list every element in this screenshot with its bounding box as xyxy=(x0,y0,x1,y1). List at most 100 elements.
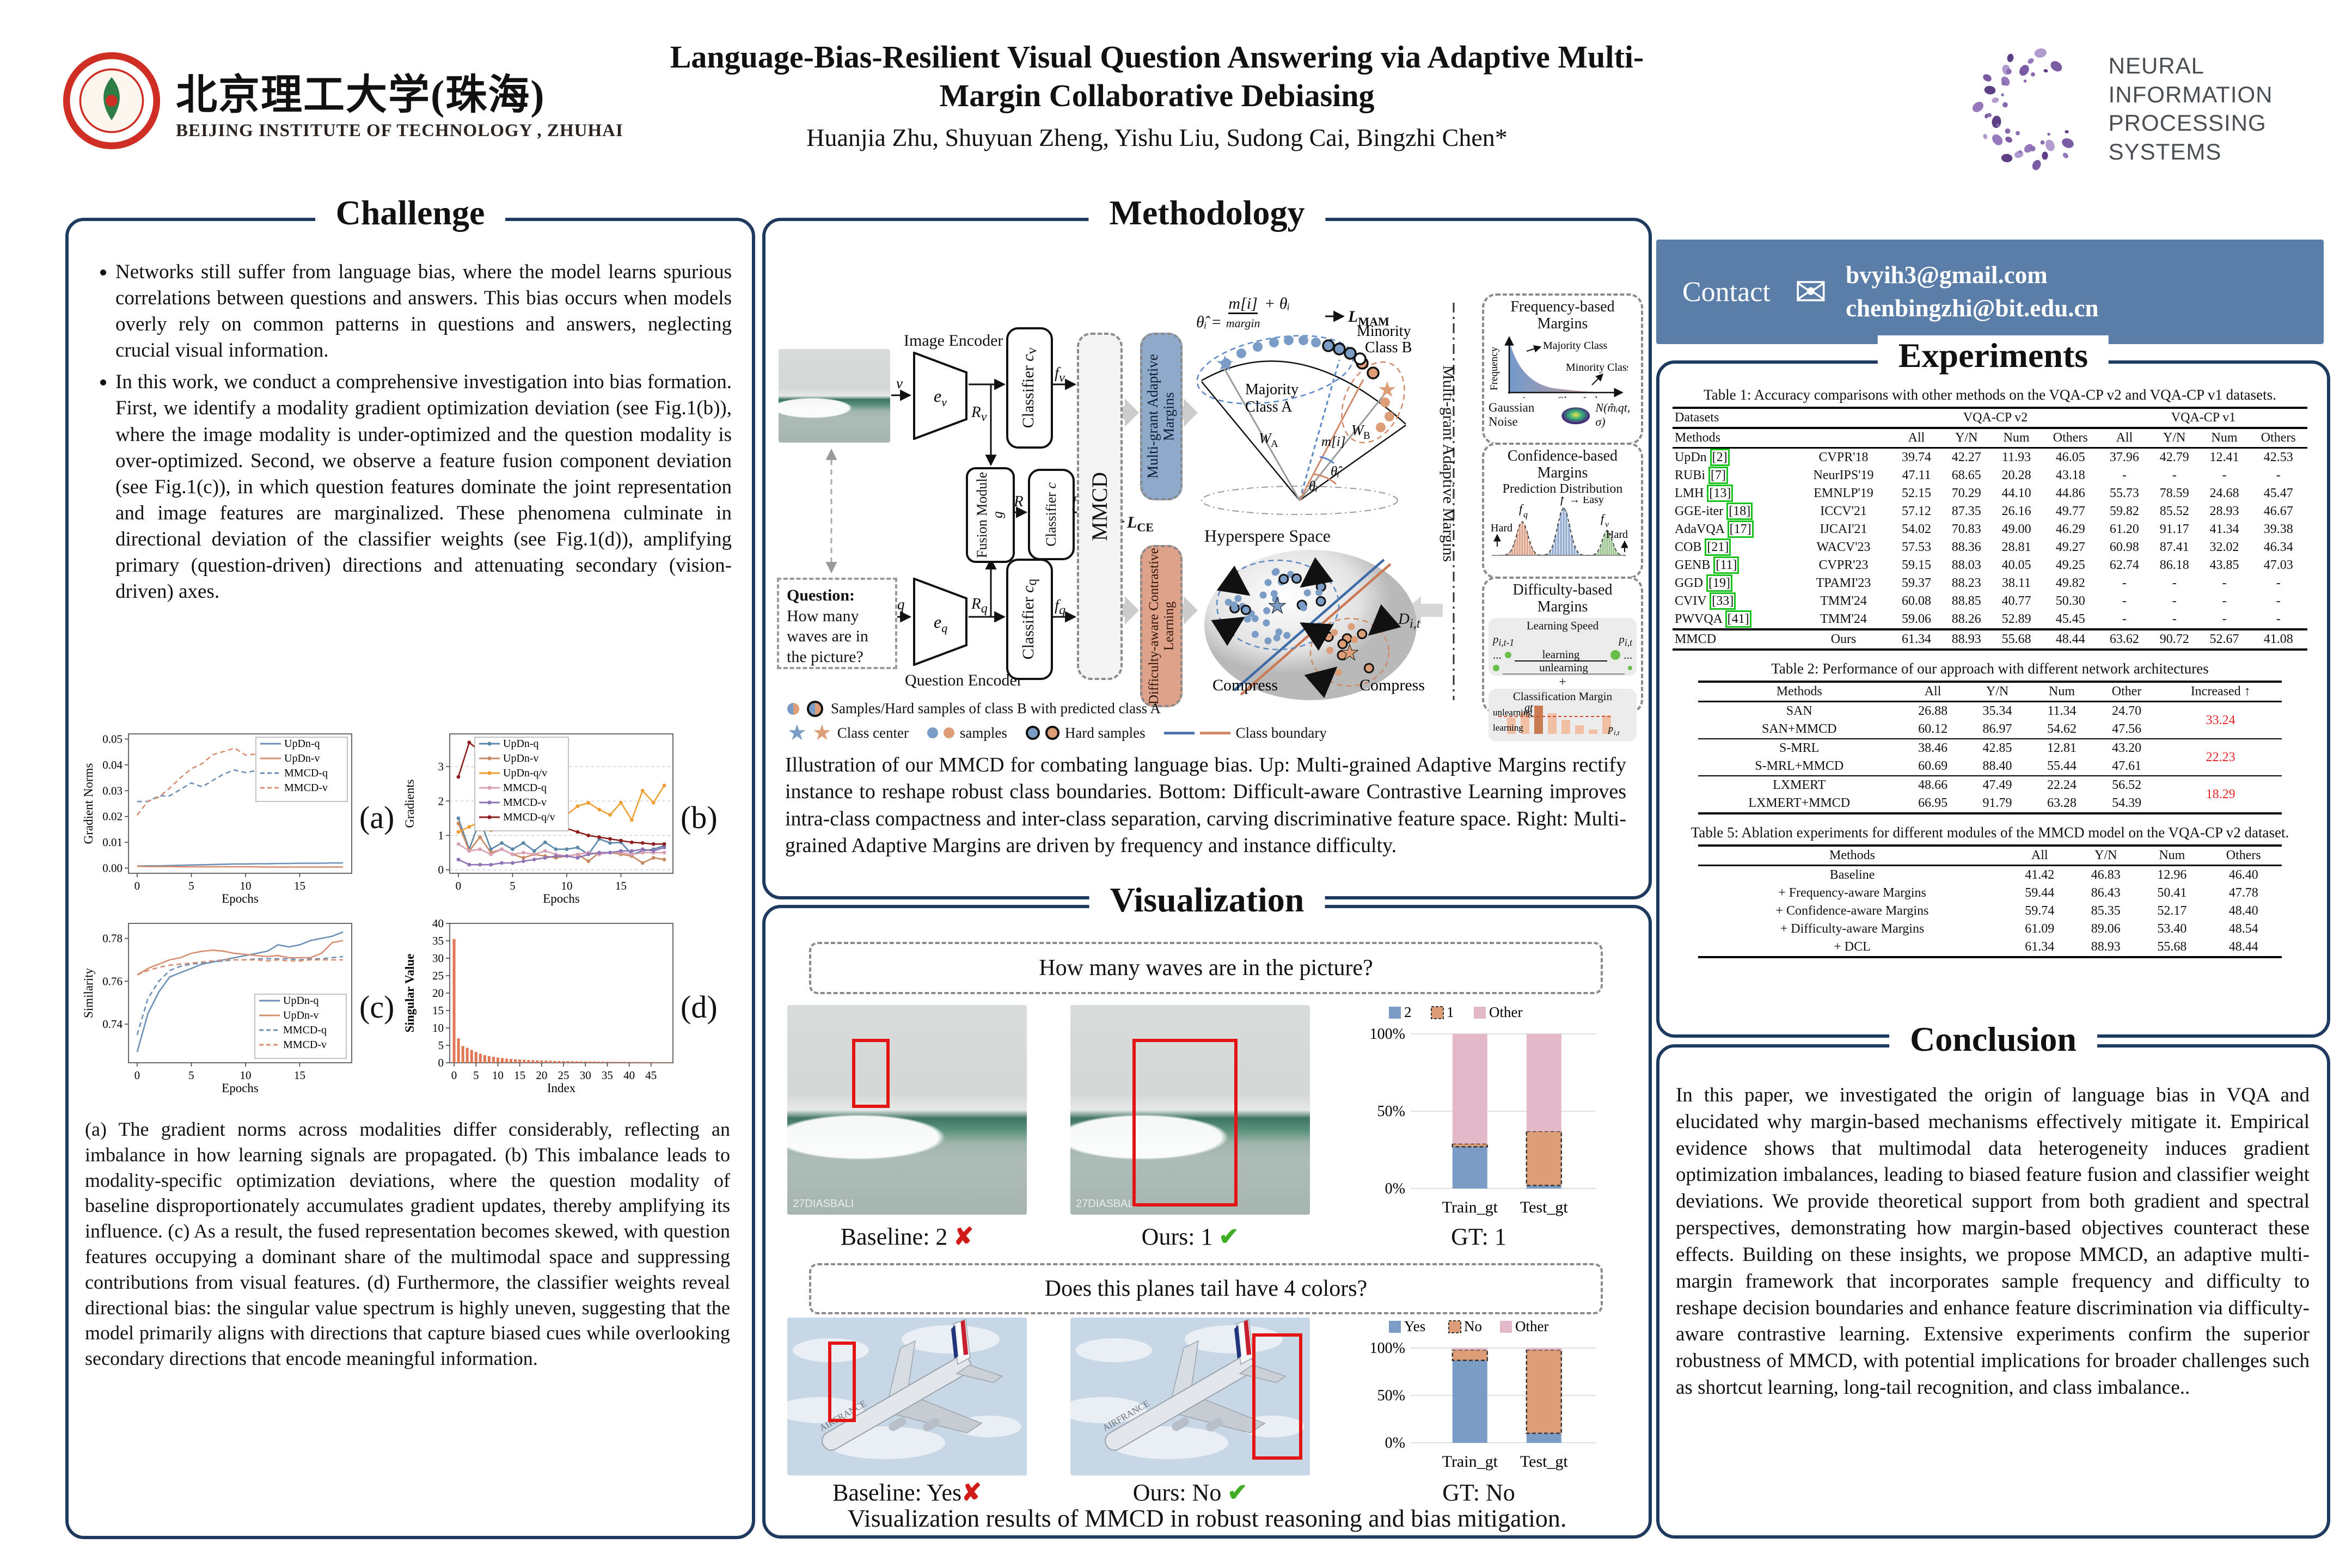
table-cell: All xyxy=(2006,846,2073,866)
panel-label-a: (a) xyxy=(359,799,395,835)
table-row: GGD [19] TPAMI'23 59.37 88.23 38.11 49.82 - - - - xyxy=(1673,574,2307,592)
divider-label: Multi-grant Adaptive Margins xyxy=(1440,365,1457,562)
mmcd-box: MMCD xyxy=(1077,333,1123,680)
table-cell: 49.77 xyxy=(2055,504,2085,518)
svg-text:50%: 50% xyxy=(1377,1103,1405,1120)
table-cell: 86.97 xyxy=(1982,722,2012,736)
table-row: LXMERT+MMCD 66.95 91.79 63.28 54.39 xyxy=(1698,794,2282,813)
svg-text:learning: learning xyxy=(1493,722,1523,733)
table-cell: 86.18 xyxy=(2159,558,2189,572)
table-cell: AdaVQA [17] xyxy=(1673,520,1796,538)
svg-text:★: ★ xyxy=(1215,351,1235,376)
table-cell: 88.93 xyxy=(1951,632,1981,646)
experiments-section: Experiments Table 1: Accuracy comparison… xyxy=(1656,335,2330,1038)
table-cell: - xyxy=(2276,468,2281,482)
svg-text:0: 0 xyxy=(438,1056,444,1069)
svg-text:MMCD-q/v: MMCD-q/v xyxy=(503,811,555,823)
svg-text:Other: Other xyxy=(1515,1318,1548,1334)
svg-text:Compress: Compress xyxy=(1359,676,1425,694)
panel-label-c: (c) xyxy=(359,989,395,1025)
fusion-module-box: Fusion Module g xyxy=(966,467,1015,563)
r-label: R xyxy=(1014,493,1024,510)
table-cell: 42.85 xyxy=(1982,741,2012,755)
table-cell: All xyxy=(1900,682,1965,702)
question-encoder-shape: eq xyxy=(913,578,967,666)
gradients-chart: 0 1 2 3 0 5 10 15 Epochs Gradients UpDn-q UpDn-v UpD… xyxy=(403,733,673,905)
q2-ours-image: AIRFRANCE xyxy=(1070,1318,1310,1475)
table-cell: - xyxy=(2172,594,2177,608)
svg-text:Other: Other xyxy=(1489,1004,1522,1020)
table-cell: 55.44 xyxy=(2047,759,2077,773)
svg-text:Minority Class: Minority Class xyxy=(1566,362,1628,373)
q1-answer-distribution-chart: 2 1 Other 0% 50% 100% Train_gt Test_gt xyxy=(1370,1004,1596,1216)
table-row: GGE-iter [18] ICCV'21 57.12 87.35 26.16 49.77… xyxy=(1673,503,2307,520)
table-cell: GGD [19] xyxy=(1673,574,1796,592)
table-cell: 52.67 xyxy=(2209,632,2239,646)
table-cell: 56.52 xyxy=(2112,778,2142,792)
table-cell: 40.05 xyxy=(2001,558,2031,572)
table-cell: - xyxy=(2222,468,2227,482)
svg-text:3: 3 xyxy=(438,760,444,773)
table-cell: NeurIPS'19 xyxy=(1813,468,1874,482)
table-cell: 12.81 xyxy=(2047,741,2077,755)
table-cell: 11.93 xyxy=(2002,450,2031,464)
table-cell: 60.69 xyxy=(1918,759,1948,773)
svg-text:50%: 50% xyxy=(1377,1387,1405,1404)
table-row: S-MRL 38.46 42.85 12.81 43.20 22.23 xyxy=(1698,739,2282,764)
table-cell: 49.25 xyxy=(2055,558,2085,572)
contrastive-learning-box: Difficulty-aware Contrastive Learning xyxy=(1140,545,1183,707)
svg-text:Majority: Majority xyxy=(1245,381,1298,398)
svg-text:Hard: Hard xyxy=(1491,522,1512,534)
svg-text:10: 10 xyxy=(492,1069,504,1082)
q1-baseline-attention-box xyxy=(852,1038,890,1108)
svg-text:v: v xyxy=(1605,520,1609,529)
table-cell: 88.93 xyxy=(2091,940,2121,954)
svg-text:Frequency: Frequency xyxy=(1489,346,1500,390)
table-row: Methods All Y/N Num Others All Y/N Num Others xyxy=(1673,428,2307,449)
contact-email-1[interactable]: bvyih3@gmail.com xyxy=(1846,261,2048,289)
loss-mam-label: LMAM xyxy=(1348,308,1389,328)
svg-text:0: 0 xyxy=(456,879,462,892)
experiments-title: Experiments xyxy=(1877,335,2109,376)
svg-text:0.00: 0.00 xyxy=(102,862,122,875)
table-cell: PWVQA [41] xyxy=(1673,610,1796,629)
svg-text:15: 15 xyxy=(294,1069,305,1082)
svg-text:q: q xyxy=(1523,510,1528,519)
image-encoder-shape: ev xyxy=(913,352,967,440)
figure-panel-c: 0.74 0.76 0.78 0 5 10 15 Epochs Similarity UpDn-q… xyxy=(82,917,403,1097)
citation-ref: [13] xyxy=(1707,485,1734,502)
table-cell: 85.35 xyxy=(2091,904,2121,918)
contact-email-2[interactable]: chenbingzhi@bit.edu.cn xyxy=(1846,295,2099,322)
svg-text:0.76: 0.76 xyxy=(102,975,122,988)
svg-text:q: q xyxy=(897,596,905,612)
table-cell: 50.41 xyxy=(2157,886,2187,900)
table-cell: 54.39 xyxy=(2112,796,2142,810)
adaptive-margins-box: Multi-grant Adaptive Margins xyxy=(1140,333,1183,500)
q2-baseline-attention-box xyxy=(828,1341,856,1422)
svg-text:25: 25 xyxy=(432,969,444,982)
table-cell: 39.74 xyxy=(1902,450,1932,464)
panel-label-d: (d) xyxy=(681,989,718,1025)
rv-label: Rv xyxy=(971,403,987,424)
svg-text:0.74: 0.74 xyxy=(102,1018,122,1031)
table-cell: 20.28 xyxy=(2001,468,2031,482)
svg-text:15: 15 xyxy=(432,1004,444,1017)
svg-text:10: 10 xyxy=(432,1021,444,1034)
challenge-title: Challenge xyxy=(315,193,506,233)
svg-text:Index: Index xyxy=(547,1081,576,1095)
table-cell: 12.96 xyxy=(2157,868,2187,882)
table-cell: 88.36 xyxy=(1951,540,1981,554)
gaussian-dist-label: N(m̂ᵢqt, σ) xyxy=(1595,400,1631,428)
visualization-caption: Visualization results of MMCD in robust … xyxy=(847,1504,1567,1532)
svg-text:Train_gt: Train_gt xyxy=(1442,1453,1498,1471)
table-cell: Baseline xyxy=(1829,868,1875,882)
table-cell: 55.73 xyxy=(2109,486,2139,500)
svg-text:UpDn-v: UpDn-v xyxy=(284,752,320,764)
table-cell: 39.38 xyxy=(2263,522,2293,536)
table-row: RUBi [7] NeurIPS'19 47.11 68.65 20.28 43.18 - -… xyxy=(1673,467,2307,485)
table-cell: 47.61 xyxy=(2112,759,2142,773)
table-cell: + Confidence-aware Margins xyxy=(1775,904,1929,918)
figure-panel-b: 0 1 2 3 0 5 10 15 Epochs Gradients UpDn-q UpDn-v UpD… xyxy=(403,727,724,907)
plane-picture: AIRFRANCE xyxy=(1070,1318,1310,1475)
